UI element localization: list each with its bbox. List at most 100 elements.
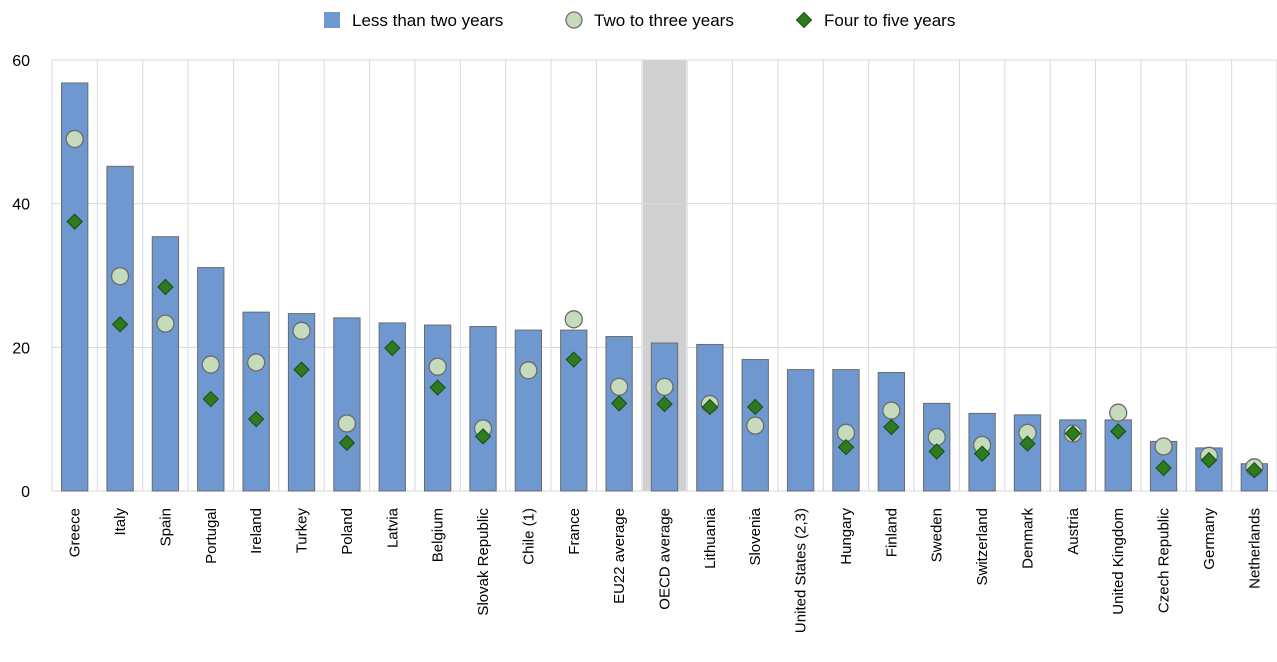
x-tick-label: Lithuania xyxy=(702,507,719,569)
diamond-marker xyxy=(610,395,628,412)
legend: Less than two years Two to three years Fou… xyxy=(324,11,955,30)
circle-marker xyxy=(428,357,447,376)
x-tick-label: United States (2,3) xyxy=(793,508,810,633)
x-tick-label: Chile (1) xyxy=(520,508,537,565)
x-tick-label: Switzerland xyxy=(974,508,991,586)
circle-marker xyxy=(927,427,946,447)
y-tick-label: 0 xyxy=(21,484,30,501)
x-tick-label: France xyxy=(566,508,583,555)
bar xyxy=(786,369,815,492)
diamond-marker xyxy=(837,438,855,456)
y-axis-tick-labels: 0 20 40 60 xyxy=(12,53,30,501)
legend-swatch-circle xyxy=(565,11,583,29)
circle-marker xyxy=(609,377,629,396)
bar xyxy=(923,402,951,492)
bar xyxy=(423,324,452,492)
x-tick-label: Austria xyxy=(1065,507,1082,554)
x-axis-category-labels: Greece Italy Spain Portugal Ireland Turkey Pol… xyxy=(67,507,1264,633)
x-tick-label: Czech Republic xyxy=(1156,508,1173,614)
circle-marker xyxy=(292,321,311,340)
bar xyxy=(605,336,633,492)
x-tick-label: Netherlands xyxy=(1246,508,1263,589)
diamond-marker xyxy=(202,390,220,408)
y-tick-label: 20 xyxy=(12,340,30,357)
legend-label: Two to three years xyxy=(594,11,734,30)
diamond-marker xyxy=(928,443,945,460)
diamond-marker xyxy=(429,379,446,396)
x-tick-label: EU22 average xyxy=(611,508,628,604)
diamond-marker xyxy=(1246,461,1263,479)
bar xyxy=(61,82,89,492)
x-tick-label: Ireland xyxy=(248,508,265,554)
circle-marker xyxy=(156,314,175,333)
bar xyxy=(469,326,497,492)
diamond-marker xyxy=(565,351,582,368)
legend-swatch-diamond xyxy=(795,11,813,29)
diamond-marker xyxy=(111,316,129,333)
x-tick-label: Belgium xyxy=(430,508,447,562)
diamond-marker xyxy=(293,361,310,378)
circle-marker xyxy=(337,414,357,433)
x-tick-label: Sweden xyxy=(929,508,946,562)
circle-marker xyxy=(1154,437,1173,456)
legend-label: Less than two years xyxy=(352,11,503,30)
diamond-marker xyxy=(247,410,265,428)
circle-marker xyxy=(746,416,765,435)
bar xyxy=(242,311,270,492)
x-tick-label: OECD average xyxy=(657,508,674,610)
x-tick-label: Turkey xyxy=(294,508,311,554)
x-tick-label: Poland xyxy=(339,508,356,555)
diamond-marker xyxy=(973,445,991,462)
diamond-marker xyxy=(747,398,764,416)
diamond-marker xyxy=(1064,425,1082,442)
circle-marker xyxy=(564,310,583,329)
x-tick-label: Hungary xyxy=(838,508,855,565)
diamond-marker xyxy=(1109,423,1127,440)
bar xyxy=(650,342,679,492)
markers xyxy=(65,129,1264,479)
x-tick-label: Italy xyxy=(112,508,129,536)
diamond-marker xyxy=(883,418,900,436)
circle-marker xyxy=(110,267,130,286)
legend-swatch-bar xyxy=(324,12,340,28)
x-tick-label: United Kingdom xyxy=(1110,508,1127,615)
circle-marker xyxy=(836,423,856,442)
x-tick-label: Latvia xyxy=(384,507,401,548)
diamond-marker xyxy=(1155,459,1172,477)
x-tick-label: Denmark xyxy=(1019,508,1036,569)
circle-marker xyxy=(1109,403,1128,422)
x-tick-label: Greece xyxy=(67,508,84,557)
legend-label: Four to five years xyxy=(824,11,955,30)
y-tick-label: 40 xyxy=(12,197,30,214)
diamond-marker xyxy=(701,398,719,416)
x-tick-label: Slovenia xyxy=(747,507,764,565)
diamond-marker xyxy=(474,428,492,445)
circle-marker xyxy=(247,353,266,372)
x-tick-label: Germany xyxy=(1201,508,1218,570)
bars xyxy=(61,82,1268,492)
diamond-marker xyxy=(338,434,356,452)
circle-marker xyxy=(65,129,84,149)
x-tick-label: Spain xyxy=(157,508,174,546)
circle-marker xyxy=(882,401,901,420)
bar xyxy=(151,236,180,492)
bar xyxy=(696,343,724,492)
bar xyxy=(287,313,316,492)
x-tick-label: Portugal xyxy=(203,508,220,564)
bar xyxy=(333,317,361,492)
diamond-marker xyxy=(1019,435,1036,452)
circle-marker xyxy=(201,355,220,374)
diamond-marker xyxy=(384,339,401,357)
x-tick-label: Slovak Republic xyxy=(475,508,492,616)
y-tick-label: 60 xyxy=(12,53,30,70)
grid xyxy=(51,59,1277,492)
bar xyxy=(1013,414,1042,492)
circle-marker xyxy=(519,361,538,380)
diamond-marker xyxy=(656,395,673,413)
diamond-marker xyxy=(157,278,174,296)
bar xyxy=(514,329,543,492)
circle-marker xyxy=(655,377,674,396)
diamond-marker xyxy=(66,213,83,230)
